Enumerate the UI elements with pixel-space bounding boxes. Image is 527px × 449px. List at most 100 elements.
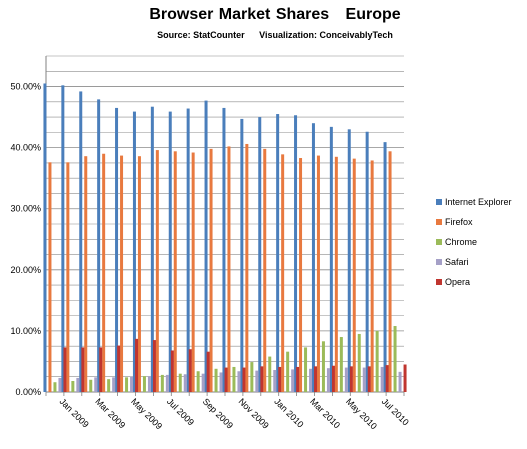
legend-swatch: [436, 199, 442, 205]
bar-chrome: [178, 373, 182, 392]
bar-firefox: [191, 152, 195, 392]
bar-internet-explorer: [258, 117, 262, 392]
bar-opera: [349, 366, 353, 392]
bar-opera: [403, 364, 407, 392]
bar-chrome: [321, 341, 325, 392]
bar-firefox: [173, 151, 177, 392]
bar-internet-explorer: [294, 115, 298, 392]
bar-opera: [242, 367, 246, 392]
legend-swatch: [436, 279, 442, 285]
legend-swatch: [436, 219, 442, 225]
bar-chrome: [214, 368, 218, 392]
bar-safari: [219, 372, 223, 392]
bar-internet-explorer: [276, 114, 280, 392]
y-tick-label: 40.00%: [10, 143, 41, 153]
bar-safari: [147, 376, 151, 392]
bar-opera: [331, 365, 335, 392]
bar-chrome: [339, 337, 343, 392]
bar-safari: [255, 370, 259, 392]
subtitle-source: Source: StatCounter: [157, 30, 245, 40]
bar-safari: [344, 367, 348, 392]
chart-title-main: Browser Market Shares: [149, 6, 330, 23]
x-tick-label: Jan 2009: [58, 396, 91, 429]
bar-firefox: [120, 155, 124, 392]
bar-opera: [367, 366, 371, 392]
bar-opera: [224, 367, 228, 392]
bar-internet-explorer: [115, 107, 119, 392]
bar-chrome: [286, 351, 290, 392]
bar-internet-explorer: [240, 118, 244, 392]
bar-opera: [152, 340, 156, 392]
bar-chrome: [53, 382, 57, 392]
chart-title: Browser Market Shares Europe: [120, 6, 430, 24]
bar-chrome: [393, 326, 397, 392]
bar-internet-explorer: [168, 111, 172, 393]
bar-chrome: [107, 379, 111, 392]
bar-opera: [188, 349, 192, 392]
bar-opera: [260, 366, 264, 392]
bar-internet-explorer: [383, 142, 387, 392]
x-tick-label: Mar 2009: [93, 396, 127, 430]
legend-swatch: [436, 239, 442, 245]
bar-internet-explorer: [79, 91, 83, 392]
x-tick-label: Jan 2010: [272, 396, 305, 429]
bar-safari: [165, 374, 169, 392]
bar-firefox: [102, 153, 106, 392]
bar-internet-explorer: [204, 100, 208, 392]
bar-opera: [206, 351, 210, 392]
legend-label: Chrome: [445, 237, 477, 247]
bar-safari: [362, 367, 366, 392]
bar-safari: [183, 374, 187, 392]
bar-firefox: [84, 156, 88, 392]
bar-firefox: [370, 160, 374, 392]
bar-safari: [94, 377, 98, 392]
legend-label: Safari: [445, 257, 469, 267]
bar-opera: [63, 347, 67, 392]
bar-chrome: [160, 374, 164, 392]
x-tick-label: Sep 2009: [201, 396, 235, 430]
y-tick-label: 0.00%: [15, 387, 41, 397]
bar-safari: [273, 370, 277, 392]
bar-internet-explorer: [222, 107, 226, 392]
y-tick-label: 30.00%: [10, 204, 41, 214]
bar-internet-explorer: [365, 131, 369, 392]
legend-swatch: [436, 259, 442, 265]
chart-title-region: Europe: [345, 6, 401, 23]
bar-internet-explorer: [329, 126, 333, 393]
legend-label: Opera: [445, 277, 470, 287]
x-tick-label: May 2010: [344, 396, 379, 431]
bar-chrome: [304, 347, 308, 392]
bar-firefox: [316, 155, 320, 392]
bar-safari: [380, 366, 384, 392]
bar-firefox: [66, 162, 70, 392]
bar-firefox: [299, 158, 303, 392]
bar-opera: [117, 345, 121, 392]
bar-opera: [99, 347, 103, 392]
bar-chrome: [232, 366, 236, 392]
bar-safari: [112, 377, 116, 392]
bar-firefox: [388, 151, 392, 392]
subtitle-visualization: Visualization: ConceivablyTech: [259, 30, 393, 40]
bar-firefox: [352, 158, 356, 392]
bar-opera: [170, 350, 174, 392]
y-tick-label: 10.00%: [10, 326, 41, 336]
bar-firefox: [155, 150, 159, 392]
bar-internet-explorer: [132, 111, 136, 393]
bar-internet-explorer: [61, 85, 65, 392]
bar-safari: [326, 368, 330, 392]
y-tick-label: 50.00%: [10, 82, 41, 92]
bar-safari: [237, 371, 241, 392]
x-tick-label: Jul 2010: [380, 396, 411, 427]
bar-safari: [309, 368, 313, 392]
x-tick-label: Mar 2010: [308, 396, 342, 430]
bar-firefox: [263, 148, 267, 392]
legend-label: Firefox: [445, 217, 473, 227]
x-tick-label: May 2009: [129, 396, 164, 431]
legend-label: Internet Explorer: [445, 197, 512, 207]
bar-safari: [398, 371, 402, 392]
x-tick-label: Nov 2009: [237, 396, 271, 430]
bar-firefox: [137, 156, 141, 392]
chart-subtitle: Source: StatCounter Visualization: Conce…: [120, 30, 430, 40]
